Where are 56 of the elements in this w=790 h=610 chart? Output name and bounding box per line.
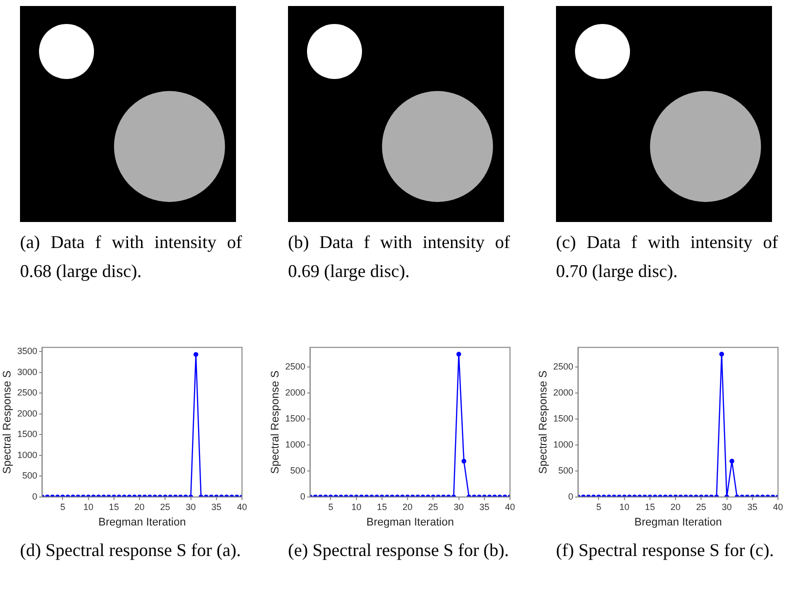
x-tick-label: 30 xyxy=(186,502,196,512)
y-tick-label: 1500 xyxy=(553,414,574,424)
y-tick-label: 500 xyxy=(290,466,306,476)
text: (d) Spectral response S for (a). xyxy=(20,539,242,562)
y-axis-title: Spectral Response S xyxy=(270,370,282,474)
x-axis-title: Bregman Iteration xyxy=(98,516,186,528)
text: (e) Spectral response S for (b). xyxy=(288,539,510,562)
y-tick-label: 1500 xyxy=(285,414,306,424)
x-tick-label: 30 xyxy=(454,502,464,512)
y-tick-label: 2500 xyxy=(17,388,38,398)
x-tick-label: 35 xyxy=(747,502,758,512)
x-tick-label: 20 xyxy=(402,502,413,512)
x-tick-label: 15 xyxy=(644,502,655,512)
text: (a) Data f with intensity of 0.68 (large disc). xyxy=(20,231,242,283)
x-tick-label: 25 xyxy=(160,502,170,512)
y-tick-label: 2000 xyxy=(285,388,306,398)
y-tick-label: 2500 xyxy=(285,362,306,372)
x-tick-label: 5 xyxy=(596,502,602,512)
x-tick-label: 10 xyxy=(83,502,94,512)
y-tick-label: 1500 xyxy=(17,429,38,440)
x-tick-label: 5 xyxy=(60,502,66,512)
x-tick-label: 40 xyxy=(504,502,516,512)
y-tick-label: 0 xyxy=(300,491,306,502)
x-tick-label: 40 xyxy=(772,502,784,512)
y-tick-label: 1000 xyxy=(285,440,306,450)
y-tick-label: 3000 xyxy=(17,366,38,377)
y-tick-label: 500 xyxy=(558,466,574,476)
x-tick-label: 40 xyxy=(236,502,248,512)
x-tick-label: 15 xyxy=(108,502,119,512)
x-tick-label: 10 xyxy=(351,502,362,512)
y-tick-label: 1000 xyxy=(553,440,574,450)
y-tick-label: 0 xyxy=(568,491,574,502)
y-tick-label: 2500 xyxy=(553,362,574,372)
x-tick-label: 15 xyxy=(376,502,387,512)
x-tick-label: 20 xyxy=(134,502,145,512)
x-tick-label: 5 xyxy=(328,502,334,512)
y-tick-label: 1000 xyxy=(17,450,38,460)
y-tick-label: 2000 xyxy=(17,408,38,418)
x-tick-label: 25 xyxy=(696,502,706,512)
x-tick-label: 10 xyxy=(619,502,630,512)
x-axis-title: Bregman Iteration xyxy=(634,516,722,528)
x-tick-label: 30 xyxy=(722,502,732,512)
y-tick-label: 2000 xyxy=(553,388,574,398)
x-tick-label: 35 xyxy=(211,502,222,512)
x-axis-title: Bregman Iteration xyxy=(366,516,454,528)
y-tick-label: 3500 xyxy=(17,346,38,356)
text: (f) Spectral response S for (c). xyxy=(556,539,775,562)
y-axis-title: Spectral Response S xyxy=(2,370,14,474)
y-axis-title: Spectral Response S xyxy=(538,370,550,474)
y-tick-label: 500 xyxy=(22,470,38,481)
y-tick-label: 0 xyxy=(32,491,38,502)
x-tick-label: 20 xyxy=(670,502,681,512)
text: (c) Data f with intensity of 0.70 (large disc). xyxy=(556,231,778,283)
x-tick-label: 35 xyxy=(479,502,490,512)
text: (b) Data f with intensity of 0.69 (large disc). xyxy=(288,231,510,283)
x-tick-label: 25 xyxy=(428,502,438,512)
